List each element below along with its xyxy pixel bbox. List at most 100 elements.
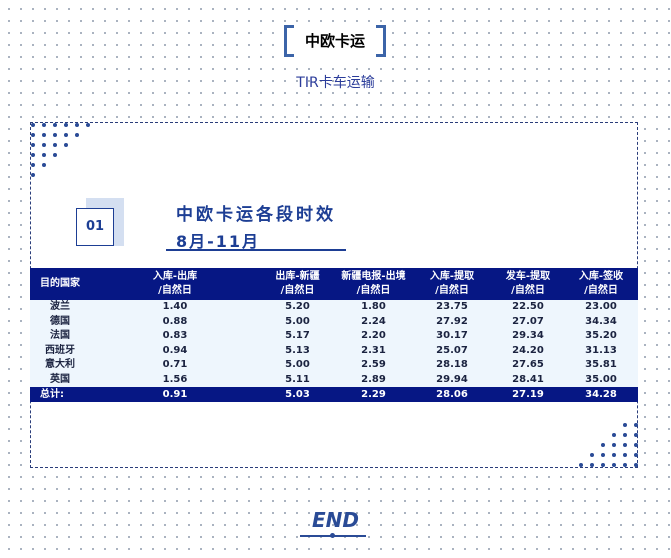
dot	[31, 173, 35, 177]
table-header-row: 目的国家 入库-出库/自然日 出库-新疆/自然日 新疆电报-出境/自然日 入库-提取/自…	[30, 268, 638, 300]
dot	[590, 453, 594, 457]
column-header-line: 出库-新疆	[275, 271, 320, 282]
dot	[75, 133, 79, 137]
dot	[612, 463, 616, 467]
value-cell: 5.20	[260, 300, 335, 315]
value-cell: 1.40	[90, 300, 260, 315]
value-cell: 35.20	[564, 329, 638, 344]
country-cell: 意大利	[30, 358, 90, 373]
dot	[42, 143, 46, 147]
value-cell: 0.83	[90, 329, 260, 344]
column-header-line: 入库-签收	[578, 271, 624, 282]
total-label: 总计:	[30, 387, 90, 402]
value-cell: 35.00	[564, 372, 638, 387]
value-cell: 27.07	[492, 314, 564, 329]
table-row: 英国 1.56 5.11 2.89 29.94 28.41 35.00	[30, 372, 638, 387]
dot	[623, 453, 627, 457]
column-header-line: /自然日	[158, 285, 192, 296]
column-header: 目的国家	[30, 268, 90, 300]
dot	[42, 163, 46, 167]
dot	[612, 453, 616, 457]
value-cell: 5.17	[260, 329, 335, 344]
dot	[42, 123, 46, 127]
dot	[31, 133, 35, 137]
end-dot	[330, 533, 335, 538]
dot	[601, 453, 605, 457]
value-cell: 29.34	[492, 329, 564, 344]
dot	[31, 153, 35, 157]
value-cell: 0.88	[90, 314, 260, 329]
dot	[612, 433, 616, 437]
dot	[53, 153, 57, 157]
value-cell: 5.00	[260, 314, 335, 329]
dot	[579, 463, 583, 467]
total-value: 27.19	[492, 387, 564, 402]
value-cell: 1.80	[335, 300, 412, 315]
end-label: END	[311, 508, 359, 532]
dot	[623, 423, 627, 427]
dot	[601, 463, 605, 467]
value-cell: 2.89	[335, 372, 412, 387]
value-cell: 28.41	[492, 372, 564, 387]
value-cell: 23.00	[564, 300, 638, 315]
column-header: 入库-出库/自然日	[90, 268, 260, 300]
column-header-line: /自然日	[511, 285, 545, 296]
value-cell: 31.13	[564, 343, 638, 358]
table-row: 意大利 0.71 5.00 2.59 28.18 27.65 35.81	[30, 358, 638, 373]
dot	[634, 423, 638, 427]
value-cell: 27.65	[492, 358, 564, 373]
dot	[53, 123, 57, 127]
column-header: 出库-新疆/自然日	[260, 268, 335, 300]
total-value: 0.91	[90, 387, 260, 402]
value-cell: 24.20	[492, 343, 564, 358]
dot	[64, 143, 68, 147]
column-header-line: 目的国家	[40, 278, 80, 289]
dot	[623, 463, 627, 467]
section-number: 01	[76, 208, 114, 246]
value-cell: 2.24	[335, 314, 412, 329]
column-header: 发车-提取/自然日	[492, 268, 564, 300]
country-cell: 英国	[30, 372, 90, 387]
dot	[31, 163, 35, 167]
dot	[634, 443, 638, 447]
total-value: 5.03	[260, 387, 335, 402]
timing-table: 目的国家 入库-出库/自然日 出库-新疆/自然日 新疆电报-出境/自然日 入库-提取/自…	[30, 268, 638, 402]
total-value: 34.28	[564, 387, 638, 402]
dot	[634, 453, 638, 457]
page-subtitle: TIR卡车运输	[296, 75, 375, 91]
column-header: 入库-提取/自然日	[412, 268, 492, 300]
value-cell: 5.11	[260, 372, 335, 387]
table-row: 波兰 1.40 5.20 1.80 23.75 22.50 23.00	[30, 300, 638, 315]
dot	[75, 123, 79, 127]
value-cell: 27.92	[412, 314, 492, 329]
value-cell: 22.50	[492, 300, 564, 315]
dot	[64, 133, 68, 137]
dot	[31, 143, 35, 147]
value-cell: 0.71	[90, 358, 260, 373]
country-cell: 西班牙	[30, 343, 90, 358]
dot	[42, 133, 46, 137]
dot	[601, 443, 605, 447]
value-cell: 1.56	[90, 372, 260, 387]
section-period: 8月-11月	[176, 232, 261, 251]
dot	[612, 443, 616, 447]
table-row: 西班牙 0.94 5.13 2.31 25.07 24.20 31.13	[30, 343, 638, 358]
column-header: 入库-签收/自然日	[564, 268, 638, 300]
table-row: 法国 0.83 5.17 2.20 30.17 29.34 35.20	[30, 329, 638, 344]
column-header-line: 入库-出库	[152, 271, 198, 282]
value-cell: 2.31	[335, 343, 412, 358]
value-cell: 5.13	[260, 343, 335, 358]
column-header-line: 入库-提取	[429, 271, 475, 282]
country-cell: 法国	[30, 329, 90, 344]
column-header-line: 新疆电报-出境	[341, 271, 406, 282]
dot	[634, 433, 638, 437]
value-cell: 5.00	[260, 358, 335, 373]
bracket-right-icon	[376, 25, 386, 57]
section-title: 中欧卡运各段时效	[176, 205, 336, 225]
value-cell: 35.81	[564, 358, 638, 373]
value-cell: 25.07	[412, 343, 492, 358]
bracket-left-icon	[284, 25, 294, 57]
dot	[623, 433, 627, 437]
total-value: 2.29	[335, 387, 412, 402]
title-underline	[166, 249, 346, 251]
